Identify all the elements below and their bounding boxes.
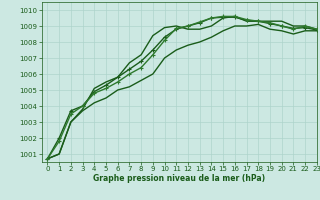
X-axis label: Graphe pression niveau de la mer (hPa): Graphe pression niveau de la mer (hPa) bbox=[93, 174, 265, 183]
